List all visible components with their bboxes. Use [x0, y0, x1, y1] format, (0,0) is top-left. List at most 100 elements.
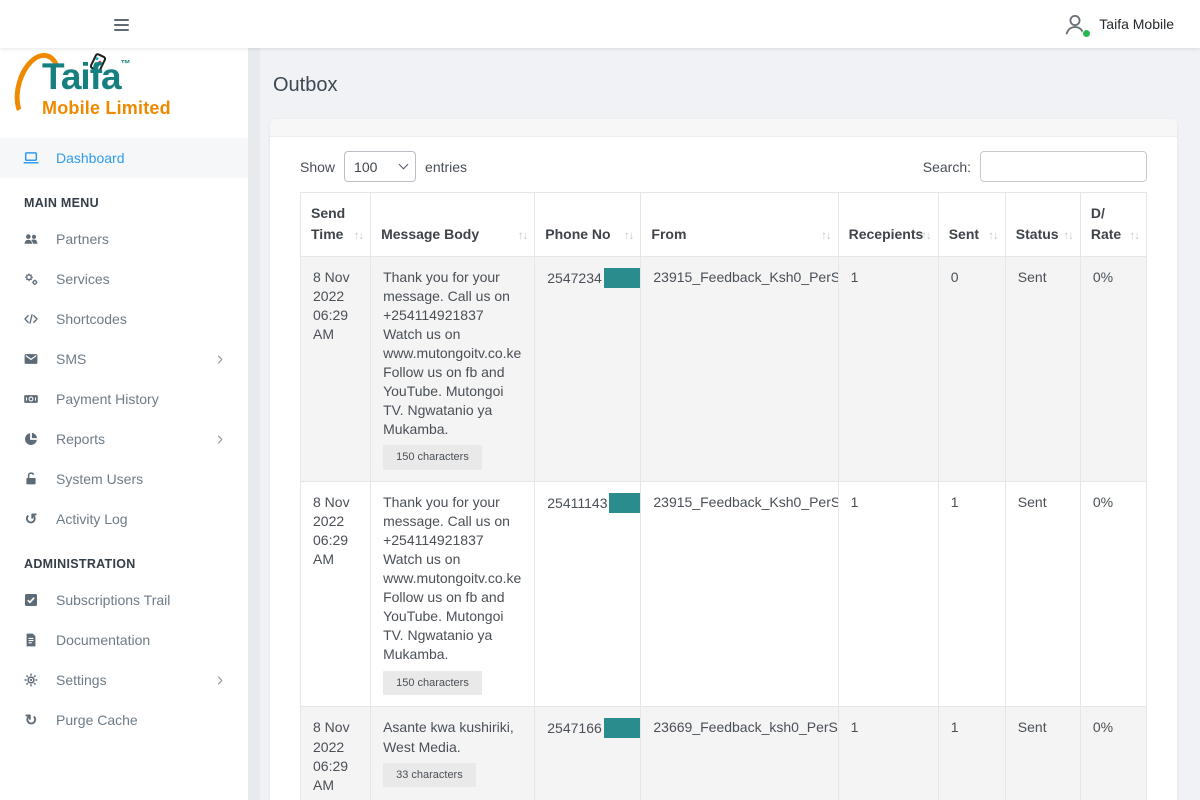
logo[interactable]: Taifa™ Mobile Limited	[0, 47, 248, 136]
table-body: 8 Nov 2022 06:29 AM Thank you for your me…	[299, 255, 1148, 800]
sidebar-item-subscriptions-trail[interactable]: Subscriptions Trail	[0, 580, 248, 620]
page-size-select[interactable]: 100	[344, 151, 417, 182]
sort-arrows-icon[interactable]: ↑↓	[988, 229, 998, 242]
sidebar-item-settings[interactable]: Settings	[0, 660, 248, 700]
menu-toggle-button[interactable]	[112, 17, 131, 33]
redacted-phone-box	[609, 493, 640, 514]
cell-from: 23915_Feedback_Ksh0_PerSMS	[640, 255, 839, 483]
search-input[interactable]	[980, 151, 1147, 182]
sidebar-item-label: Settings	[56, 672, 107, 688]
sort-arrows-icon[interactable]: ↑↓	[921, 229, 931, 242]
cell-phone-no: 2547234	[534, 255, 642, 483]
column-header-phone-no[interactable]: Phone No ↑↓	[534, 192, 642, 257]
sidebar-item-sms[interactable]: SMS	[0, 339, 248, 379]
column-header-from[interactable]: From ↑↓	[640, 192, 839, 257]
sidebar-item-label: Shortcodes	[56, 311, 127, 327]
column-header-send-time[interactable]: Send Time ↑↓	[299, 192, 372, 257]
show-label: Show	[300, 158, 336, 175]
outbox-table: Send Time ↑↓ Message Body ↑↓ Phone No ↑↓ From ↑…	[299, 192, 1148, 800]
hamburger-icon	[114, 19, 129, 21]
sidebar-item-purge-cache[interactable]: ↻ Purge Cache	[0, 700, 248, 740]
sidebar-item-services[interactable]: Services	[0, 259, 248, 299]
sort-arrows-icon[interactable]: ↑↓	[623, 229, 634, 242]
message-text: Thank you for your message. Call us on +…	[383, 269, 522, 438]
sidebar-item-label: SMS	[56, 351, 87, 367]
sidebar-item-reports[interactable]: Reports	[0, 419, 248, 459]
sidebar-item-label: Dashboard	[56, 150, 125, 166]
column-header-recepients[interactable]: Recepients ↑↓	[837, 192, 939, 257]
sidebar-item-activity-log[interactable]: ↺ Activity Log	[0, 499, 248, 539]
sidebar-item-system-users[interactable]: System Users	[0, 459, 248, 499]
sidebar-item-documentation[interactable]: Documentation	[0, 620, 248, 660]
user-menu[interactable]: Taifa Mobile	[1061, 0, 1174, 48]
entries-label: entries	[425, 158, 468, 175]
sort-arrows-icon[interactable]: ↑↓	[821, 229, 831, 242]
table-header-row: Send Time ↑↓ Message Body ↑↓ Phone No ↑↓ From ↑…	[299, 192, 1148, 257]
users-icon	[22, 231, 40, 247]
cell-phone-no: 25411143	[534, 481, 642, 708]
column-label: Send Time	[311, 205, 346, 242]
column-header-status[interactable]: Status ↑↓	[1004, 192, 1081, 257]
sidebar-item-partners[interactable]: Partners	[0, 219, 248, 259]
refresh-icon: ↻	[24, 711, 38, 729]
table-row: 8 Nov 2022 06:29 AM Asante kwa kushiriki,…	[299, 706, 1148, 800]
cell-recepients: 1	[837, 706, 939, 800]
sort-arrows-icon[interactable]: ↑↓	[517, 229, 528, 242]
sidebar-item-label: Reports	[56, 431, 106, 447]
card-header	[270, 119, 1177, 137]
cell-message-body: Thank you for your message. Call us on +…	[370, 481, 536, 708]
sidebar-item-dashboard[interactable]: Dashboard	[0, 138, 248, 178]
cell-status: Sent	[1004, 481, 1081, 708]
logo-subtitle: Mobile Limited	[42, 98, 171, 118]
table-row: 8 Nov 2022 06:29 AM Thank you for your me…	[299, 255, 1148, 483]
column-label: Status	[1015, 226, 1059, 242]
phone-number: 2547166	[547, 720, 602, 737]
user-avatar-icon	[1061, 10, 1092, 38]
lock-icon	[22, 471, 40, 487]
column-label: From	[651, 226, 687, 242]
cell-send-time: 8 Nov 2022 06:29 AM	[299, 706, 372, 800]
search-label: Search:	[922, 158, 971, 175]
redacted-phone-box	[603, 718, 640, 739]
cell-d-rate: 0%	[1079, 481, 1148, 708]
column-header-message-body[interactable]: Message Body ↑↓	[370, 192, 536, 257]
message-text: Asante kwa kushiriki, West Media.	[383, 719, 514, 755]
sidebar-item-label: Payment History	[56, 391, 159, 407]
page-title: Outbox	[273, 74, 338, 96]
sidebar-item-label: Services	[56, 271, 110, 287]
check-square-icon	[22, 592, 40, 608]
table-controls: Show 100 entries Search:	[300, 151, 1147, 182]
sort-arrows-icon[interactable]: ↑↓	[353, 229, 364, 242]
table-row: 8 Nov 2022 06:29 AM Thank you for your me…	[299, 481, 1148, 708]
cell-d-rate: 0%	[1079, 255, 1148, 483]
column-header-d-rate[interactable]: D/ Rate ↑↓	[1079, 192, 1148, 257]
cell-sent: 0	[937, 255, 1006, 483]
user-name: Taifa Mobile	[1099, 16, 1174, 32]
char-count-badge: 33 characters	[383, 762, 476, 788]
sort-arrows-icon[interactable]: ↑↓	[1063, 229, 1073, 242]
sort-arrows-icon[interactable]: ↑↓	[1129, 229, 1140, 242]
column-label: Phone No	[545, 226, 611, 242]
cell-send-time: 8 Nov 2022 06:29 AM	[299, 255, 372, 483]
column-header-sent[interactable]: Sent ↑↓	[937, 192, 1006, 257]
cell-recepients: 1	[837, 481, 939, 708]
sidebar-item-label: Partners	[56, 231, 109, 247]
sidebar-scrollbar[interactable]	[248, 48, 260, 800]
sidebar-item-shortcodes[interactable]: Shortcodes	[0, 299, 248, 339]
dashboard-icon	[22, 150, 40, 166]
history-icon: ↺	[24, 510, 38, 528]
envelope-icon	[22, 351, 40, 367]
sidebar-section-header-administration: ADMINISTRATION	[24, 557, 136, 571]
trademark-symbol: ™	[120, 59, 131, 70]
online-status-dot	[1082, 29, 1092, 38]
sidebar: Taifa™ Mobile Limited Dashboard MAIN MENU…	[0, 47, 248, 800]
sidebar-item-label: Activity Log	[56, 511, 128, 527]
logo-brand-text: Taifa™	[42, 56, 131, 97]
sidebar-item-payment-history[interactable]: Payment History	[0, 379, 248, 419]
sidebar-item-label: Purge Cache	[56, 712, 138, 728]
chevron-right-icon	[215, 354, 226, 365]
sidebar-item-label: Subscriptions Trail	[56, 592, 171, 608]
cell-d-rate: 0%	[1079, 706, 1148, 800]
column-label: Message Body	[381, 226, 480, 242]
top-header: Taifa Mobile	[0, 0, 1200, 48]
